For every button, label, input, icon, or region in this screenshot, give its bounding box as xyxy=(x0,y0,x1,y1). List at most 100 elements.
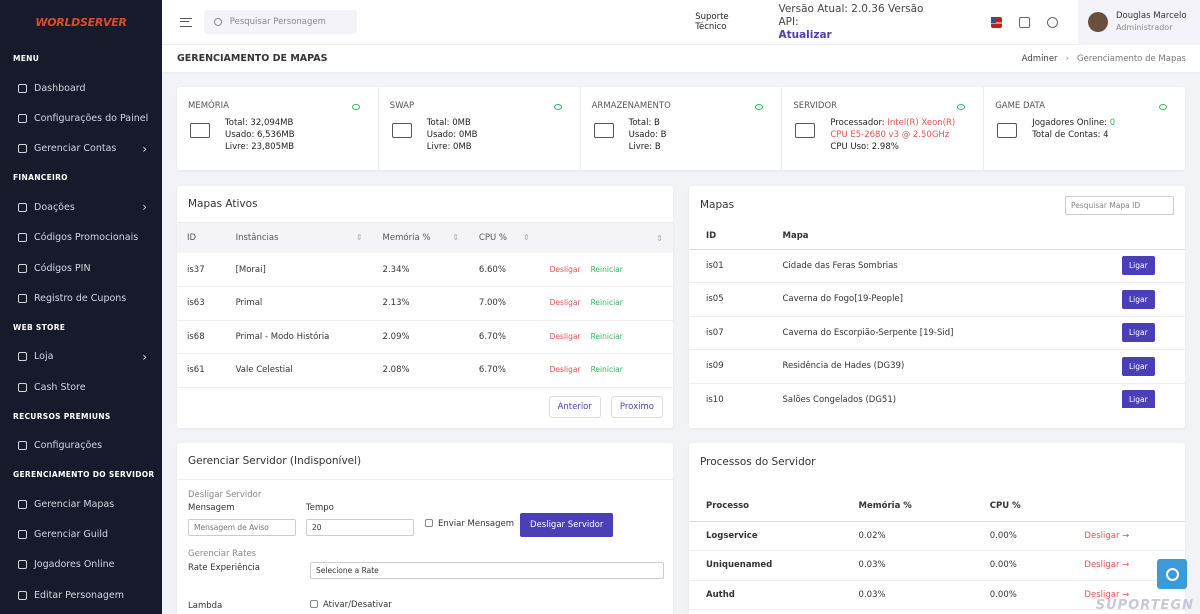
stat-line: Processador: Intel(R) Xeon(R) CPU E5-268… xyxy=(830,117,972,141)
checkbox xyxy=(310,600,318,608)
maps-card: Mapas Pesquisar Mapa ID ID Mapa is01 Cidade d… xyxy=(689,186,1185,428)
time-input[interactable]: 20 xyxy=(306,519,414,536)
restart-link[interactable]: Reiniciar xyxy=(590,264,623,274)
stat-line: Livre: 23,805MB xyxy=(225,141,295,153)
restart-link[interactable]: Reiniciar xyxy=(590,298,623,308)
nav-icon xyxy=(18,294,27,304)
nav-item[interactable]: Gerenciar Mapas xyxy=(0,489,162,519)
nav-icon xyxy=(18,263,27,273)
nav-label: Configurações do Painel xyxy=(34,113,149,125)
support-link[interactable]: Suporte Técnico xyxy=(695,12,729,32)
stat-value: 6,536MB xyxy=(257,130,295,140)
card-title: Mapas xyxy=(700,199,735,211)
stat-label: Processador: xyxy=(830,118,885,128)
active-maps-card: Mapas AtivosIDInstânciasMemória %CPU %is… xyxy=(177,186,673,428)
cell: 0.03% xyxy=(858,589,886,600)
row: is01 Cidade das Feras Sombrias Ligar xyxy=(689,249,1185,283)
column-header: CPU % xyxy=(989,500,1021,511)
page-button[interactable]: Proximo xyxy=(610,396,663,418)
stop-link[interactable]: Desligar xyxy=(549,264,581,274)
nav-icon xyxy=(18,114,27,124)
cell: is10 xyxy=(706,394,724,405)
nav-item[interactable]: Configurações do Painel xyxy=(0,103,162,133)
search-input[interactable]: Pesquisar Personagem xyxy=(203,10,358,34)
start-button[interactable]: Ligar xyxy=(1122,356,1155,376)
stat-label: Usado: xyxy=(225,130,255,140)
watermark: SUPORTEGN xyxy=(1095,598,1194,613)
nav-item[interactable]: Cash Store xyxy=(0,372,162,402)
card-header: Mapas Pesquisar Mapa ID xyxy=(689,186,1185,224)
stat-title: SERVIDOR xyxy=(793,101,838,111)
checkbox-label: Enviar Mensagem xyxy=(438,519,515,529)
lambda-toggle[interactable]: Ativar/Desativar xyxy=(310,600,392,610)
start-button[interactable]: Ligar xyxy=(1122,390,1155,408)
nav-item[interactable]: Dashboard xyxy=(0,73,162,103)
row: is61 Vale Celestial 2.08% 6.70% Desligar Rein… xyxy=(177,354,673,387)
stat-lines: Total: 0MB Usado: 0MB Livre: 0MB xyxy=(427,117,478,153)
stat-line: Jogadores Online: 0 xyxy=(1032,117,1115,129)
stat: GAME DATA Jogadores Online: 0 Total de Con… xyxy=(984,87,1185,170)
page-button[interactable]: Anterior xyxy=(548,396,601,418)
settings-button[interactable] xyxy=(1157,559,1187,589)
message-input[interactable]: Mensagem de Aviso xyxy=(188,519,296,536)
start-button[interactable]: Ligar xyxy=(1122,323,1155,343)
stat-line: CPU Uso: 2.98% xyxy=(830,141,972,153)
nav-item[interactable]: Registro de Cupons xyxy=(0,283,162,313)
cell: 0.03% xyxy=(858,560,886,571)
status-icon xyxy=(755,104,764,110)
start-button[interactable]: Ligar xyxy=(1122,289,1155,309)
section-title: MENU xyxy=(13,54,40,63)
map-search[interactable]: Pesquisar Mapa ID xyxy=(1065,195,1174,215)
top-icons xyxy=(991,16,1058,28)
stat-label: Livre: xyxy=(225,142,249,152)
nav-item[interactable]: Códigos Promocionais xyxy=(0,223,162,253)
top-icon[interactable] xyxy=(1019,16,1030,28)
restart-link[interactable]: Reiniciar xyxy=(590,331,623,341)
nav-label: Loja xyxy=(34,351,54,363)
nav-icon xyxy=(18,590,27,600)
top-icon[interactable] xyxy=(991,16,1002,28)
stop-link[interactable]: Desligar xyxy=(549,298,581,308)
stat-icon xyxy=(795,123,816,138)
nav-item[interactable]: Loja xyxy=(0,342,162,372)
nav-item[interactable]: Editar Personagem xyxy=(0,580,162,610)
update-link[interactable]: Atualizar xyxy=(778,28,832,41)
stop-link[interactable]: Desligar xyxy=(1084,531,1129,541)
stop-link[interactable]: Desligar xyxy=(1084,560,1129,570)
nav-item[interactable]: Configurações xyxy=(0,431,162,461)
topbar: Pesquisar Personagem Suporte Técnico Versã… xyxy=(162,0,1200,45)
menu-toggle[interactable] xyxy=(180,17,192,27)
nav-icon xyxy=(18,233,27,243)
cell: Primal - Modo História xyxy=(235,331,330,342)
actions: Desligar Reiniciar xyxy=(540,287,673,321)
processes-table: Processo Memória % CPU % Logservice 0.02% 0.0… xyxy=(689,491,1185,610)
row: is10 Salões Congelados (DG51) Ligar xyxy=(689,383,1185,408)
stop-link[interactable]: Desligar xyxy=(1084,590,1129,600)
cell: Caverna do Escorpião-Serpente [19-Sid] xyxy=(782,327,954,338)
section-title: GERENCIAMENTO DO SERVIDOR xyxy=(13,469,155,479)
nav-item[interactable]: Códigos PIN xyxy=(0,253,162,283)
column-header: ID xyxy=(706,231,717,242)
nav-icon xyxy=(18,560,27,570)
stop-link[interactable]: Desligar xyxy=(549,365,581,375)
restart-link[interactable]: Reiniciar xyxy=(590,365,623,375)
nav-item[interactable]: Gerenciar Guild xyxy=(0,519,162,549)
stat-lines: Jogadores Online: 0 Total de Contas: 4 xyxy=(1032,117,1115,141)
breadcrumb-link[interactable]: Adminer xyxy=(1021,53,1058,64)
column-header: Memória % xyxy=(858,500,912,511)
nav-item[interactable]: Gerenciar Contas xyxy=(0,134,162,164)
start-button[interactable]: Ligar xyxy=(1122,256,1155,276)
stop-link[interactable]: Desligar xyxy=(549,331,581,341)
cell: is01 xyxy=(706,260,724,271)
nav-item[interactable]: Jogadores Online xyxy=(0,550,162,580)
nav-item[interactable]: Doações xyxy=(0,192,162,222)
stat-label: Jogadores Online: xyxy=(1032,118,1108,128)
rate-select[interactable]: Selecione a Rate xyxy=(310,562,664,579)
shutdown-button[interactable]: Desligar Servidor xyxy=(520,513,614,537)
send-checkbox[interactable]: Enviar Mensagem xyxy=(425,519,514,529)
stat-value: 4 xyxy=(1103,130,1109,140)
cell: Salões Congelados (DG51) xyxy=(782,394,897,405)
top-icon[interactable] xyxy=(1047,16,1058,28)
user-menu[interactable]: Douglas Marcelo Administrador xyxy=(1078,0,1200,45)
cell: 2.09% xyxy=(382,331,410,342)
